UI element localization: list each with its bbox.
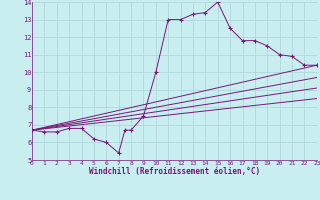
X-axis label: Windchill (Refroidissement éolien,°C): Windchill (Refroidissement éolien,°C): [89, 167, 260, 176]
